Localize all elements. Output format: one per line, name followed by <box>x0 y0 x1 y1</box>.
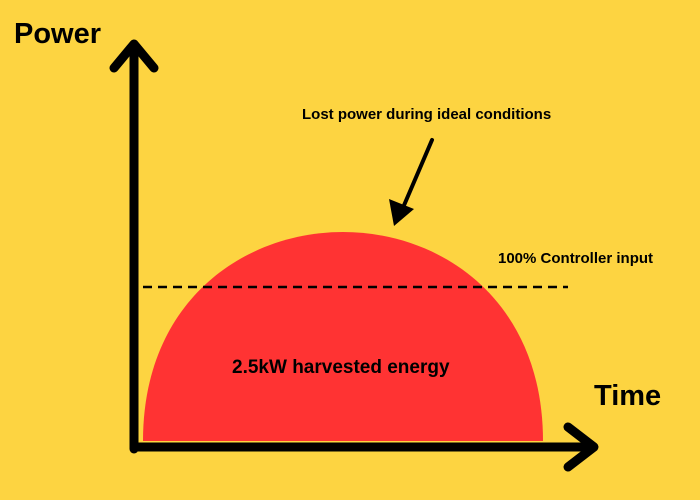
annotation-arrowhead <box>389 199 414 226</box>
x-axis-arrowhead <box>563 422 599 472</box>
x-axis-label: Time <box>594 380 662 412</box>
lost-power-annotation: Lost power during ideal conditions <box>302 106 552 123</box>
annotation-arrow-shaft <box>400 138 434 212</box>
y-axis-arrowhead <box>109 39 159 73</box>
controller-input-annotation: 100% Controller input <box>498 250 654 267</box>
y-axis-label: Power <box>14 18 102 50</box>
harvested-energy-label: 2.5kW harvested energy <box>232 357 450 378</box>
harvested-energy-curve <box>143 232 543 441</box>
